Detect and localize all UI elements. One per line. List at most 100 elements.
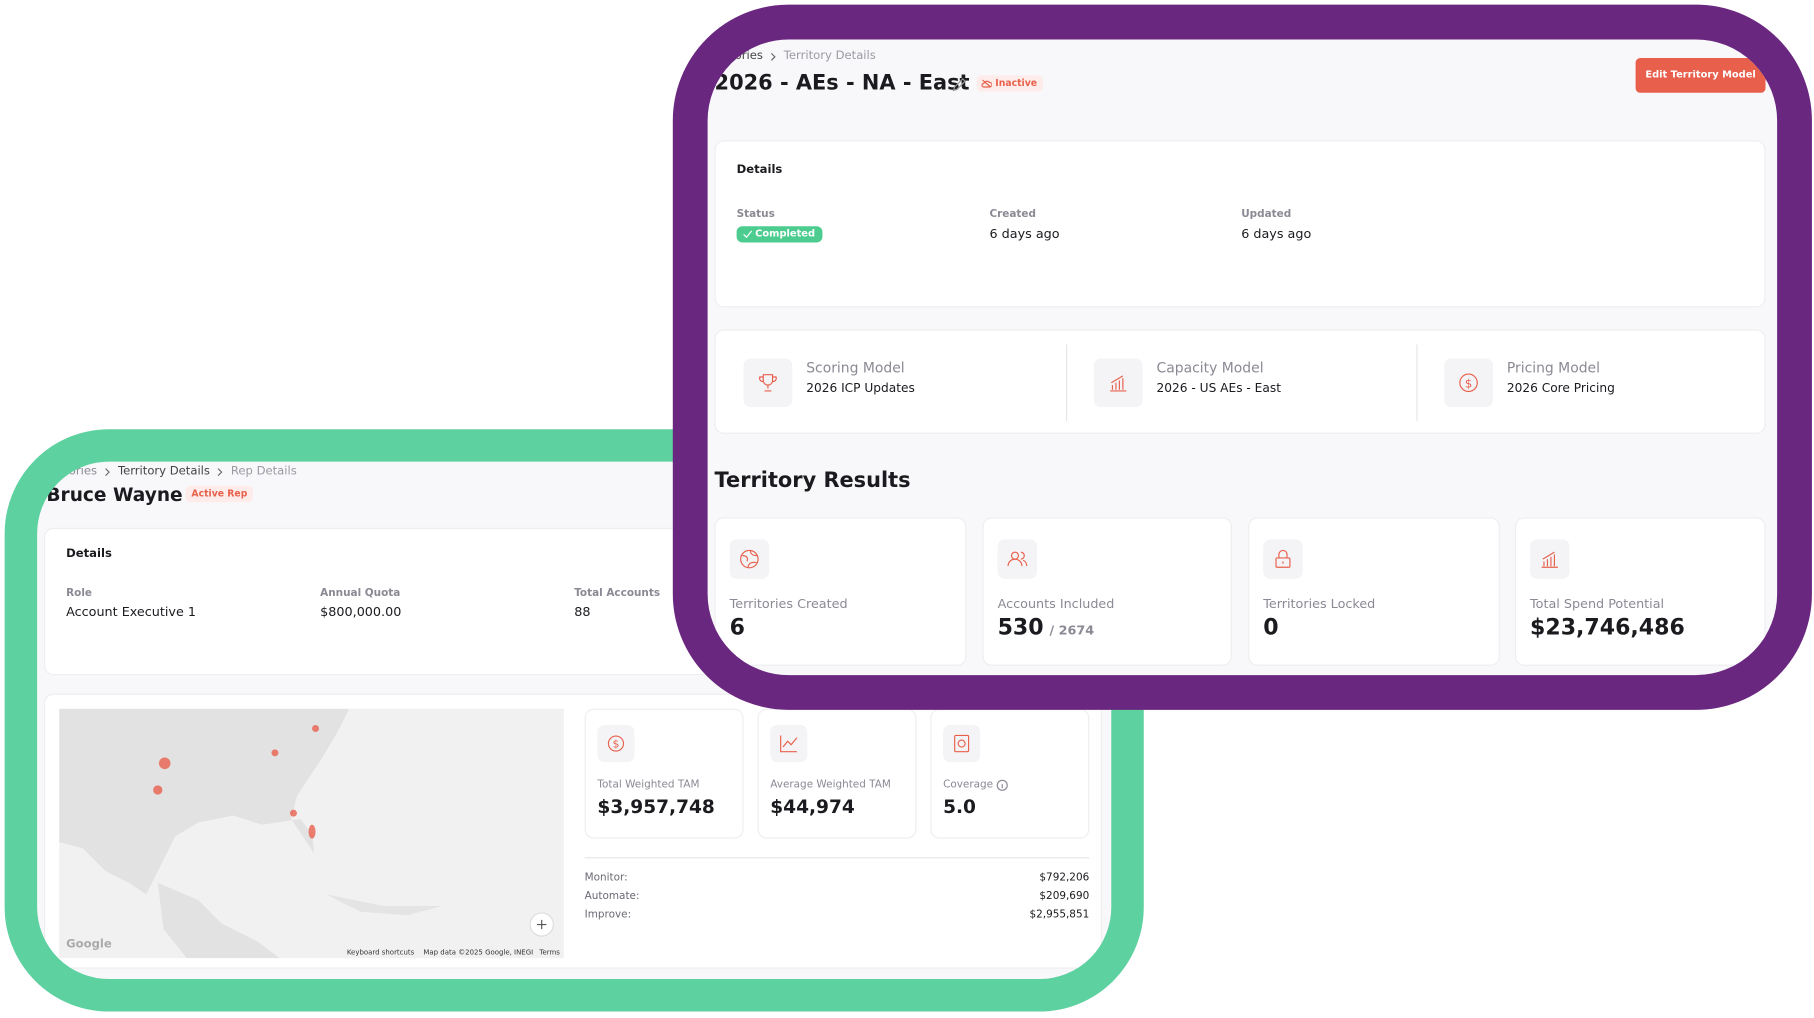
svg-text:$: $ [1465, 376, 1472, 390]
field-label: Updated [1241, 208, 1292, 221]
field-value: 6 days ago [989, 226, 1060, 242]
model-icon [743, 358, 793, 408]
field-value: 88 [574, 604, 591, 620]
svg-text:$: $ [613, 739, 620, 751]
breakdown-row: Improve: $2,955,851 [585, 909, 1090, 921]
metric-card: $ Total Weighted TAM $3,957,748 [584, 708, 744, 839]
field-value: Completed [755, 228, 816, 241]
map-attribution: Map data ©2025 Google, INEGI [423, 948, 534, 957]
result-icon [1530, 539, 1570, 579]
result-label: Territories Locked [1263, 596, 1376, 612]
edit-button[interactable]: Edit Territory Model [1635, 58, 1766, 93]
result-card: Territories Created 6 [714, 517, 967, 666]
field-value: $800,000.00 [320, 604, 402, 620]
breadcrumb: Territories Territory Details [705, 49, 876, 63]
result-value: 530 [997, 614, 1044, 641]
metric-label: Total Weighted TAM [597, 779, 700, 792]
model-link[interactable]: 2026 - US AEs - East [1156, 381, 1281, 396]
breakdown-value: $2,955,851 [1029, 909, 1090, 922]
map-shortcuts[interactable]: Keyboard shortcuts [346, 948, 415, 957]
model-link[interactable]: 2026 Core Pricing [1506, 381, 1615, 396]
result-card: Territories Locked 0 [1248, 517, 1500, 666]
result-value: 0 [1263, 614, 1279, 641]
section-heading: Details [736, 163, 783, 177]
breadcrumb-item[interactable]: Territory Details [117, 465, 210, 478]
badge-icon [981, 79, 992, 88]
result-card: Accounts Included 530 / 2674 [982, 517, 1232, 666]
model-label: Scoring Model [806, 359, 905, 376]
metric-label: Average Weighted TAM [770, 779, 891, 792]
info-icon[interactable] [996, 779, 1009, 792]
model-label: Pricing Model [1506, 359, 1600, 376]
status-badge: Active Rep [185, 486, 254, 503]
chevron [770, 52, 776, 61]
metric-value: $3,957,748 [597, 795, 715, 818]
model-icon: $ [1444, 358, 1493, 408]
edit-icon[interactable] [951, 77, 967, 93]
map-logo: Google [66, 938, 112, 952]
field-label: Annual Quota [320, 588, 401, 600]
divider [584, 857, 1090, 859]
metric-card: Average Weighted TAM $44,974 [757, 708, 917, 839]
field-value: Account Executive 1 [66, 604, 197, 620]
result-icon [997, 539, 1038, 579]
model-label: Capacity Model [1156, 359, 1264, 376]
territory-frame: Territories Territory Details 2026 - AEs… [672, 4, 1812, 710]
breakdown-value: $209,690 [1039, 890, 1090, 903]
map-terms[interactable]: Terms [539, 948, 560, 957]
metric-icon [770, 725, 808, 763]
result-value-row: 530 / 2674 [998, 615, 1095, 641]
breadcrumb-item: Rep Details [230, 465, 297, 478]
page-title: 2026 - AEs - NA - East [714, 70, 970, 96]
section-title: Territory Results [714, 468, 911, 493]
result-card: Total Spend Potential $23,746,486 [1514, 517, 1766, 666]
field-label: Role [66, 588, 93, 600]
result-label: Territories Created [729, 596, 848, 612]
divider [1416, 344, 1418, 422]
field-label: Status [736, 208, 775, 221]
result-total: / 2674 [1049, 622, 1095, 638]
check-icon [743, 230, 753, 239]
field-label: Total Accounts [574, 588, 661, 600]
breadcrumb-item[interactable]: Territories [705, 49, 763, 63]
map-canvas [59, 708, 554, 959]
metric-value: $44,974 [770, 795, 855, 818]
chevron [104, 467, 110, 476]
details-card: Details Status Completed Created 6 days … [714, 140, 1766, 308]
result-icon [729, 539, 770, 579]
breakdown-value: $792,206 [1039, 872, 1090, 884]
result-label: Accounts Included [997, 596, 1115, 612]
status-badge: Inactive [976, 75, 1043, 92]
result-value: $23,746,486 [1530, 614, 1685, 641]
metric-label-row: Coverage [943, 779, 1009, 792]
field-value: 6 days ago [1241, 226, 1312, 242]
breakdown-label: Improve: [584, 909, 632, 922]
result-icon [1263, 539, 1303, 579]
models-card: Scoring Model 2026 ICP Updates Capacity … [714, 329, 1766, 434]
breakdown-label: Automate: [584, 890, 640, 903]
map[interactable]: Google Keyboard shortcuts Map data ©2025… [59, 708, 564, 959]
metric-icon [943, 725, 981, 763]
breakdown-row: Automate: $209,690 [585, 891, 1090, 903]
details-card: Details Role Account Executive 1 Annual … [44, 527, 764, 676]
metric-label: Coverage [943, 779, 994, 792]
chevron [217, 467, 223, 476]
badge-text: Inactive [995, 77, 1038, 89]
breadcrumb-item: Territory Details [783, 49, 876, 63]
section-heading: Details [66, 547, 112, 561]
metric-icon: $ [597, 725, 635, 763]
status-pill: Completed [736, 226, 823, 243]
result-value: 6 [729, 614, 745, 641]
breakdown-label: Monitor: [584, 872, 628, 884]
metric-card: Coverage 5.0 [930, 708, 1090, 839]
model-link[interactable]: 2026 ICP Updates [806, 381, 915, 396]
summary-card: Google Keyboard shortcuts Map data ©2025… [44, 693, 1103, 969]
breadcrumb: Territories Territory Details Rep Detail… [39, 465, 296, 478]
breadcrumb-item[interactable]: Territories [39, 465, 98, 478]
result-label: Total Spend Potential [1530, 596, 1665, 612]
model-icon [1093, 358, 1143, 408]
breakdown-row: Monitor: $792,206 [585, 872, 1090, 884]
field-label: Created [989, 208, 1036, 221]
